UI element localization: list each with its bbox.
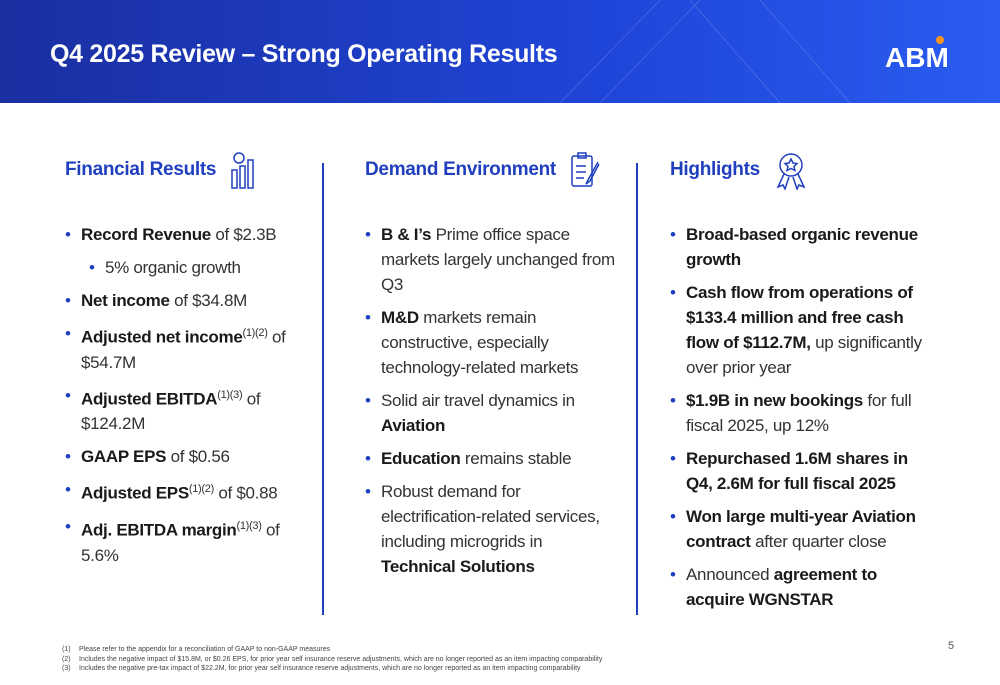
column: Highlights Broad-based organic revenue g… (670, 150, 930, 620)
text: of $54.7M (81, 327, 286, 372)
bullet: Broad-based organic revenue growth (670, 222, 930, 272)
text: Includes the negative impact of $15.8M, … (79, 655, 603, 663)
text: M&D (381, 308, 419, 327)
text: Net income (81, 291, 170, 310)
text: Won large multi-year Aviation contract (686, 507, 916, 551)
header: Q4 2025 Review – Strong Operating Result… (0, 0, 1000, 103)
bullet: Won large multi-year Aviation contract a… (670, 504, 930, 554)
text: (3) (62, 665, 71, 672)
text: of $34.8M (174, 291, 247, 310)
text: (1)(3) (217, 388, 243, 401)
text: of $0.88 (218, 483, 278, 503)
icon (571, 152, 600, 187)
bullet: $1.9B in new bookings for full fiscal 20… (670, 388, 930, 438)
text: (1) (62, 646, 71, 653)
icon (231, 152, 254, 189)
text: GAAP EPS (81, 447, 167, 467)
text: Cash flow from operations of $133.4 mill… (686, 283, 913, 352)
footnote: (2) Includes the negative impact of $15.8… (62, 655, 602, 665)
bullet-list: B & I’s Prime office space markets large… (365, 222, 615, 579)
bullet: B & I’s Prime office space markets large… (365, 222, 615, 297)
bullet-list: Broad-based organic revenue growth Cash … (670, 222, 930, 612)
text: of $124.2M (81, 389, 261, 434)
text: Adjusted EPS (81, 483, 189, 503)
bullet: Adjusted EPS(1)(2) of $0.88 (65, 477, 305, 506)
divider (322, 163, 324, 615)
column: Demand Environment B & I’s Prime office … (365, 150, 615, 587)
heading-text: Highlights (670, 159, 760, 180)
text: Prime office space markets largely uncha… (381, 225, 615, 294)
text: (2) (62, 655, 71, 663)
column-heading: Highlights (670, 150, 930, 190)
text: after quarter close (755, 532, 887, 551)
bullet: Education remains stable (365, 446, 615, 471)
divider (636, 163, 638, 615)
text: markets remain constructive, especially … (381, 308, 579, 377)
bullet: GAAP EPS of $0.56 (65, 444, 305, 469)
text: Includes the negative pre-tax impact of … (79, 665, 581, 672)
heading-text: Financial Results (65, 159, 217, 180)
text: for full fiscal 2025, up 12% (686, 391, 912, 435)
footnote: (3) Includes the negative pre-tax impact … (62, 664, 602, 674)
bullet: Adjusted EBITDA(1)(3) of $124.2M (65, 383, 305, 437)
bullet: Record Revenue of $2.3B (65, 222, 305, 247)
text: of $2.3B (215, 225, 277, 244)
text: Adjusted net income (81, 327, 243, 347)
title: Q4 2025 Review – Strong Operating Result… (50, 40, 558, 68)
text: of $0.56 (170, 447, 230, 467)
text: (1)(2) (188, 483, 214, 496)
bullet: Solid air travel dynamics in Aviation (365, 388, 615, 438)
text: Robust demand for electrification-relate… (381, 482, 600, 551)
text: (1)(3) (236, 519, 262, 532)
column-heading: Demand Environment (365, 150, 615, 190)
text: Repurchased 1.6M shares in Q4, 2.6M for … (686, 449, 908, 493)
icon (776, 153, 806, 190)
bullet: Adjusted net income(1)(2) of $54.7M (65, 321, 305, 375)
logo: ABM (885, 42, 949, 73)
text: Please refer to the appendix for a recon… (79, 646, 331, 653)
text: agreement to acquire WGNSTAR (686, 565, 877, 609)
footnotes: (1) Please refer to the appendix for a re… (62, 645, 602, 674)
bullet: Cash flow from operations of $133.4 mill… (670, 280, 930, 380)
bullet-list: Record Revenue of $2.3B 5% organic growt… (65, 222, 305, 568)
text: Adjusted EBITDA (81, 389, 218, 409)
heading-text: Demand Environment (365, 159, 556, 180)
text: Adj. EBITDA margin (81, 520, 237, 540)
bullet: Robust demand for electrification-relate… (365, 479, 615, 579)
text: Broad-based organic revenue growth (686, 225, 918, 269)
header-decoration (559, 0, 944, 103)
text: 5% organic growth (105, 258, 241, 277)
column: Financial Results Record Revenue of $2.3… (65, 150, 305, 576)
text: up significantly over prior year (686, 333, 922, 377)
text: B & I’s (381, 225, 432, 244)
text: $1.9B in new bookings (686, 391, 863, 410)
footnote: (1) Please refer to the appendix for a re… (62, 645, 602, 655)
column-heading: Financial Results (65, 150, 305, 190)
text: Solid air travel dynamics in (381, 391, 575, 410)
bullet: Announced agreement to acquire WGNSTAR (670, 562, 930, 612)
text: Announced (686, 565, 770, 584)
text: of 5.6% (81, 520, 280, 565)
text: remains stable (464, 449, 572, 468)
bullet: Repurchased 1.6M shares in Q4, 2.6M for … (670, 446, 930, 496)
bullet: Adj. EBITDA margin(1)(3) of 5.6% (65, 514, 305, 568)
bullet: Net income of $34.8M (65, 288, 305, 313)
bullet: M&D markets remain constructive, especia… (365, 305, 615, 380)
text: Education (381, 449, 461, 468)
text: (1)(2) (242, 327, 268, 339)
text: Technical Solutions (381, 557, 535, 576)
text: Aviation (381, 416, 446, 435)
text: Record Revenue (81, 225, 211, 244)
page-number: 5 (948, 640, 955, 652)
bullet: 5% organic growth (89, 255, 305, 280)
